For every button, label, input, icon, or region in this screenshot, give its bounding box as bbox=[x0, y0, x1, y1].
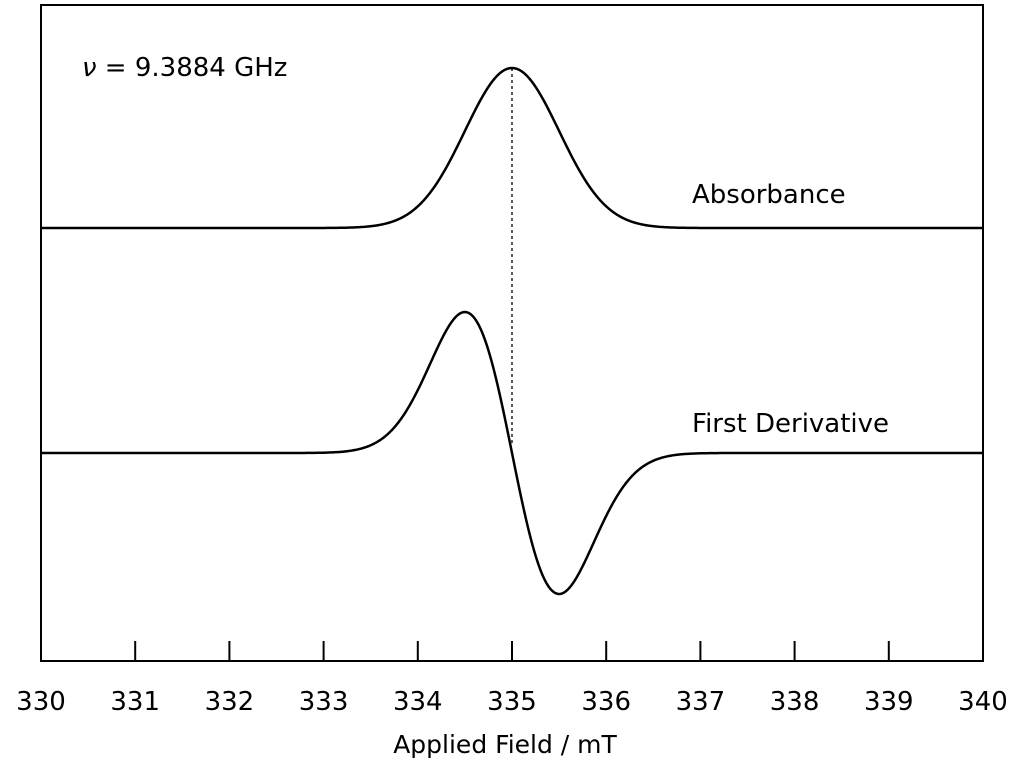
x-tick-label-333: 333 bbox=[299, 687, 349, 717]
x-axis-tick-labels: 330 331 332 333 334 335 336 337 338 339 340 bbox=[16, 687, 1008, 717]
absorbance-label: Absorbance bbox=[692, 180, 846, 210]
x-tick-label-335: 335 bbox=[487, 687, 537, 717]
x-tick-label-337: 337 bbox=[676, 687, 726, 717]
x-axis-title: Applied Field / mT bbox=[393, 730, 617, 759]
x-tick-label-332: 332 bbox=[205, 687, 255, 717]
first-derivative-curve bbox=[41, 310, 983, 596]
x-tick-label-339: 339 bbox=[864, 687, 914, 717]
x-tick-label-330: 330 bbox=[16, 687, 66, 717]
x-tick-label-331: 331 bbox=[110, 687, 160, 717]
x-tick-label-334: 334 bbox=[393, 687, 443, 717]
x-tick-label-336: 336 bbox=[581, 687, 631, 717]
frequency-annotation: ν = 9.3884 GHz bbox=[82, 53, 287, 83]
first-derivative-label: First Derivative bbox=[692, 409, 889, 439]
x-tick-label-338: 338 bbox=[770, 687, 820, 717]
x-axis-ticks bbox=[134, 641, 890, 661]
nu-symbol: ν bbox=[82, 53, 97, 83]
frequency-value: = 9.3884 GHz bbox=[97, 53, 288, 83]
x-tick-label-340: 340 bbox=[958, 687, 1008, 717]
